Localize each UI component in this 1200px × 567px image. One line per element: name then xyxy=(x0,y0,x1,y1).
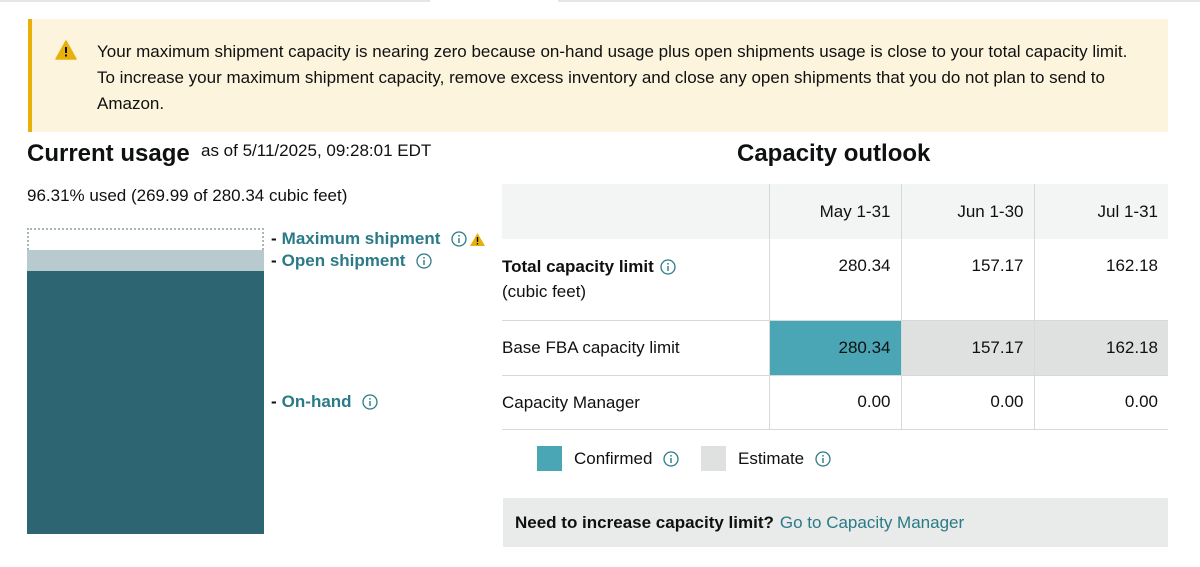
column-header: Jun 1-30 xyxy=(900,184,1034,239)
key-estimate: Estimate xyxy=(701,446,831,471)
table-header-row: May 1-31 Jun 1-30 Jul 1-31 xyxy=(502,184,1168,239)
column-header: Jul 1-31 xyxy=(1033,184,1168,239)
info-icon[interactable] xyxy=(660,259,676,275)
top-divider xyxy=(0,0,1200,2)
legend-on-hand: - On-hand xyxy=(271,392,378,412)
max-shipment-segment xyxy=(27,228,264,250)
key-confirmed: Confirmed xyxy=(537,446,679,471)
capacity-outlook-title: Capacity outlook xyxy=(737,140,931,167)
table-row: Total capacity limit (cubic feet) 280.34… xyxy=(502,239,1168,321)
info-icon[interactable] xyxy=(663,451,679,467)
table-cell: 157.17 xyxy=(900,239,1034,321)
legend-max-shipment: - Maximum shipment xyxy=(271,229,486,249)
table-cell-estimate: 157.17 xyxy=(900,320,1034,376)
table-cell-confirmed: 280.34 xyxy=(768,320,901,376)
estimate-swatch xyxy=(701,446,726,471)
capacity-manager-label: Capacity Manager xyxy=(502,375,769,430)
column-header: May 1-31 xyxy=(768,184,901,239)
info-icon[interactable] xyxy=(362,394,378,410)
row-label-total: Total capacity limit (cubic feet) xyxy=(502,239,769,321)
on-hand-segment xyxy=(27,271,264,534)
info-icon[interactable] xyxy=(815,451,831,467)
current-usage-title: Current usage xyxy=(27,140,190,167)
as-of-timestamp: as of 5/11/2025, 09:28:01 EDT xyxy=(201,141,432,160)
alert-message: Your maximum shipment capacity is nearin… xyxy=(97,42,1128,113)
total-capacity-label: Total capacity limit xyxy=(502,257,654,277)
usage-summary: 96.31% used (269.99 of 280.34 cubic feet… xyxy=(27,186,348,205)
usage-bar xyxy=(27,228,264,534)
confirmed-swatch xyxy=(537,446,562,471)
capacity-warning-alert: Your maximum shipment capacity is nearin… xyxy=(28,19,1168,132)
open-shipment-segment xyxy=(27,250,264,271)
warning-icon xyxy=(55,40,77,60)
base-fba-label: Base FBA capacity limit xyxy=(502,320,769,376)
table-cell: 0.00 xyxy=(768,375,901,430)
info-icon[interactable] xyxy=(451,231,467,247)
increase-capacity-banner: Need to increase capacity limit? Go to Ca… xyxy=(503,498,1168,547)
legend-on-hand-label: On-hand xyxy=(281,392,352,411)
legend-max-shipment-label: Maximum shipment xyxy=(281,229,441,248)
table-cell-estimate: 162.18 xyxy=(1033,320,1168,376)
cta-question: Need to increase capacity limit? xyxy=(515,513,774,532)
table-cell: 280.34 xyxy=(768,239,901,321)
key-estimate-label: Estimate xyxy=(738,449,805,468)
warning-icon xyxy=(470,233,486,246)
table-cell: 0.00 xyxy=(1033,375,1168,430)
table-row: Base FBA capacity limit 280.34 157.17 16… xyxy=(502,320,1168,376)
table-cell: 0.00 xyxy=(900,375,1034,430)
info-icon[interactable] xyxy=(416,253,432,269)
table-cell: 162.18 xyxy=(1033,239,1168,321)
total-capacity-unit: (cubic feet) xyxy=(502,282,587,302)
legend-open-shipment: - Open shipment xyxy=(271,251,432,271)
capacity-manager-link[interactable]: Go to Capacity Manager xyxy=(779,513,965,532)
key-confirmed-label: Confirmed xyxy=(574,449,653,468)
table-row: Capacity Manager 0.00 0.00 0.00 xyxy=(502,375,1168,430)
header-blank xyxy=(502,184,769,239)
capacity-outlook-table: May 1-31 Jun 1-30 Jul 1-31 Total capacit… xyxy=(502,184,1168,430)
legend-open-shipment-label: Open shipment xyxy=(281,251,406,270)
